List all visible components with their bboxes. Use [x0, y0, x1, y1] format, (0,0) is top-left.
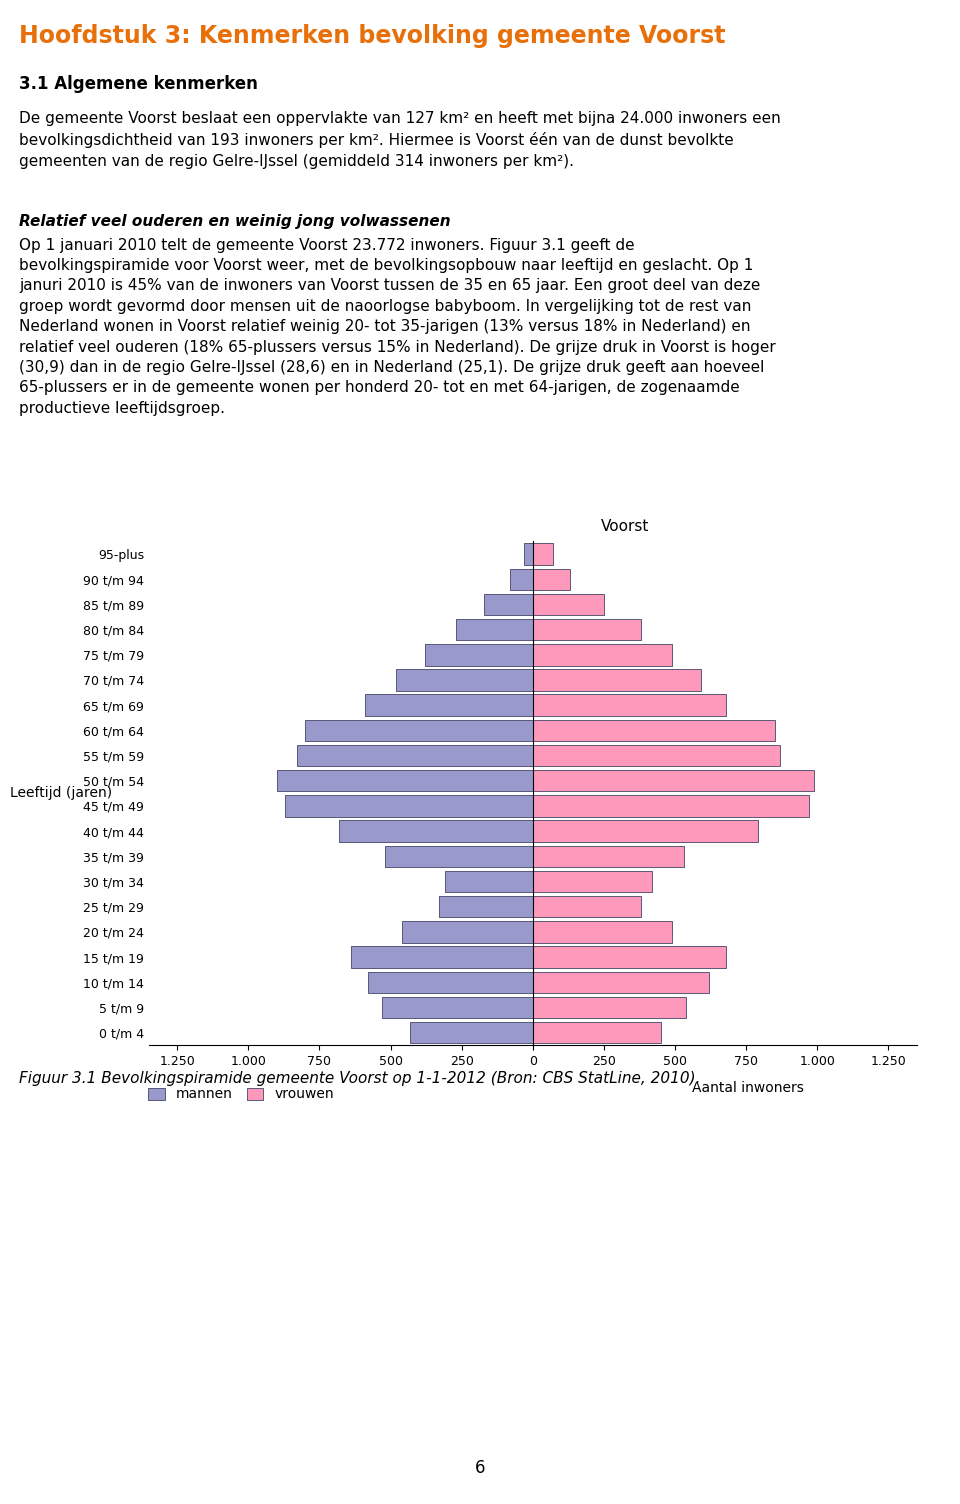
Bar — [350, 946, 533, 967]
Bar — [533, 845, 684, 866]
Bar — [365, 695, 533, 716]
Bar — [533, 594, 604, 615]
Bar — [533, 871, 652, 892]
Text: Op 1 januari 2010 telt de gemeente Voorst 23.772 inwoners. Figuur 3.1 geeft de
b: Op 1 januari 2010 telt de gemeente Voors… — [19, 238, 776, 415]
Bar — [285, 796, 533, 817]
Bar — [439, 896, 533, 917]
Bar — [533, 922, 672, 943]
Text: Voorst: Voorst — [601, 519, 649, 534]
Bar — [533, 744, 780, 766]
Text: Aantal inwoners: Aantal inwoners — [692, 1080, 804, 1095]
Bar — [340, 821, 533, 842]
Bar — [533, 796, 808, 817]
Text: Leeftijd (jaren): Leeftijd (jaren) — [10, 787, 111, 800]
Bar — [305, 720, 533, 741]
Bar — [297, 744, 533, 766]
Bar — [533, 1023, 660, 1044]
Bar — [510, 569, 533, 590]
Bar — [533, 569, 570, 590]
Bar — [533, 620, 641, 641]
Bar — [533, 669, 701, 690]
Bar — [396, 669, 533, 690]
Text: 6: 6 — [475, 1459, 485, 1477]
Bar — [533, 770, 814, 791]
Text: 3.1 Algemene kenmerken: 3.1 Algemene kenmerken — [19, 75, 258, 93]
Bar — [411, 1023, 533, 1044]
Bar — [402, 922, 533, 943]
Bar — [385, 845, 533, 866]
Text: Relatief veel ouderen en weinig jong volwassenen: Relatief veel ouderen en weinig jong vol… — [19, 214, 451, 229]
Text: De gemeente Voorst beslaat een oppervlakte van 127 km² en heeft met bijna 24.000: De gemeente Voorst beslaat een oppervlak… — [19, 111, 780, 168]
Bar — [276, 770, 533, 791]
Bar — [533, 720, 775, 741]
Bar — [444, 871, 533, 892]
Bar — [533, 644, 672, 665]
Bar — [424, 644, 533, 665]
Legend: mannen, vrouwen: mannen, vrouwen — [148, 1087, 334, 1101]
Bar — [382, 997, 533, 1018]
Bar — [533, 543, 553, 564]
Bar — [533, 946, 726, 967]
Bar — [533, 821, 757, 842]
Bar — [524, 543, 533, 564]
Text: Hoofdstuk 3: Kenmerken bevolking gemeente Voorst: Hoofdstuk 3: Kenmerken bevolking gemeent… — [19, 24, 726, 48]
Bar — [456, 620, 533, 641]
Text: Figuur 3.1 Bevolkingspiramide gemeente Voorst op 1-1-2012 (Bron: CBS StatLine, 2: Figuur 3.1 Bevolkingspiramide gemeente V… — [19, 1071, 701, 1086]
Bar — [533, 997, 686, 1018]
Bar — [533, 896, 641, 917]
Bar — [368, 972, 533, 993]
Bar — [485, 594, 533, 615]
Bar — [533, 695, 726, 716]
Bar — [533, 972, 709, 993]
